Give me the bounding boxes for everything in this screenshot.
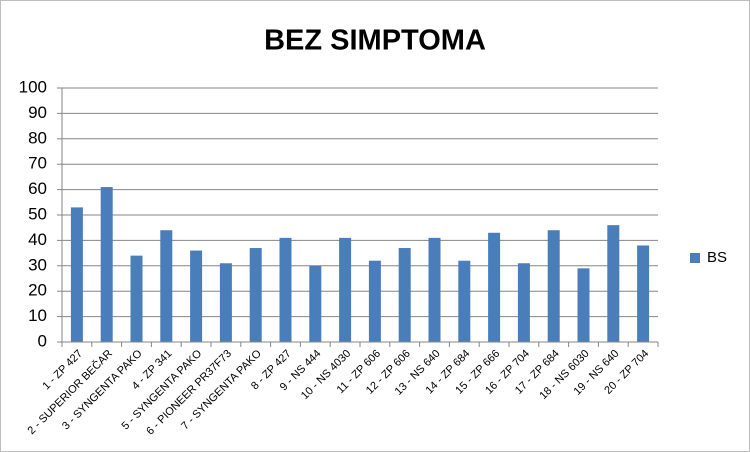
bar bbox=[458, 260, 471, 342]
bar bbox=[488, 232, 501, 342]
y-tick-label: 30 bbox=[28, 255, 47, 274]
bar bbox=[219, 263, 232, 342]
bar bbox=[428, 237, 441, 342]
bar bbox=[547, 230, 560, 342]
y-tick-label: 80 bbox=[28, 128, 47, 147]
bar bbox=[160, 230, 173, 342]
bar bbox=[309, 265, 322, 342]
bar bbox=[190, 250, 203, 342]
y-tick-label: 70 bbox=[28, 154, 47, 173]
bar bbox=[398, 248, 411, 342]
bar bbox=[339, 237, 352, 342]
bar bbox=[70, 207, 83, 342]
bar bbox=[100, 187, 113, 342]
chart-title: BEZ SIMPTOMA bbox=[264, 25, 486, 57]
bar bbox=[368, 260, 381, 342]
y-tick-label: 90 bbox=[28, 103, 47, 122]
legend-swatch bbox=[690, 253, 700, 263]
bar bbox=[607, 225, 620, 342]
y-tick-label: 0 bbox=[38, 331, 47, 350]
y-tick-label: 10 bbox=[28, 306, 47, 325]
y-tick-label: 60 bbox=[28, 179, 47, 198]
bar bbox=[577, 268, 590, 342]
legend-label: BS bbox=[707, 249, 727, 266]
bar bbox=[279, 237, 292, 342]
bar bbox=[637, 245, 650, 342]
y-tick-label: 20 bbox=[28, 281, 47, 300]
y-tick-label: 40 bbox=[28, 230, 47, 249]
bar bbox=[249, 248, 262, 342]
bar bbox=[130, 255, 143, 342]
y-tick-label: 50 bbox=[28, 204, 47, 223]
bar bbox=[517, 263, 530, 342]
y-tick-label: 100 bbox=[19, 77, 47, 96]
